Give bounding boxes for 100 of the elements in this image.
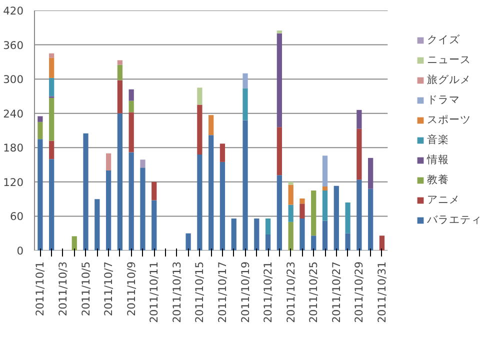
x-tick-label: 2011/10/11 [148,261,161,323]
legend-label: クイズ [427,33,460,47]
legend-label: ニュース [427,53,471,67]
bar [356,128,362,180]
bar [368,158,374,189]
bar [288,184,294,205]
bar [322,186,328,190]
bar [276,175,282,250]
y-tick-label: 300 [3,73,24,86]
bar [300,204,305,218]
bar [322,190,328,221]
y-tick-label: 0 [16,244,24,258]
bar [49,140,54,160]
bar [106,153,112,170]
x-tick-label: 2011/10/1 [34,262,47,316]
bar [38,122,43,140]
legend-label: 旅グルメ [427,73,471,87]
legend-label: 音楽 [427,133,449,147]
x-tick-label: 2011/10/19 [238,261,252,323]
bar [117,60,123,65]
bar [152,182,157,200]
bar [276,30,282,34]
legend-label: ドラマ [427,93,460,107]
bar [197,154,202,250]
bar [186,233,191,250]
y-tick-label: 60 [10,210,24,224]
bar [242,88,248,120]
bar [140,160,146,168]
bar [379,236,385,250]
bar [254,218,260,250]
bar [334,186,339,250]
x-tick-label: 2011/10/3 [56,262,70,316]
x-tick-label: 2011/10/27 [330,261,343,323]
bar [49,58,54,78]
bar [288,222,294,250]
bar [128,152,134,250]
bar [300,218,305,250]
bar [94,199,100,250]
legend-label: スポーツ [427,113,471,127]
bar [140,168,146,250]
bar [38,116,43,122]
x-tick-label: 2011/10/7 [102,262,116,316]
legend-label: アニメ [427,193,460,207]
bar [345,233,350,250]
bar [276,127,282,176]
bar [242,120,248,250]
bar [49,159,54,250]
bar [197,104,202,154]
bar [311,190,316,236]
bar [288,182,294,185]
bar [311,236,316,250]
bar [128,112,134,152]
bar [368,188,374,250]
bar [49,98,54,141]
y-tick-label: 240 [3,107,24,120]
bar [117,113,123,250]
bar [322,220,328,250]
x-tick-label: 2011/10/15 [193,261,206,323]
bar [288,204,294,222]
bar [49,78,54,96]
bar [220,162,226,250]
x-tick-label: 2011/10/31 [375,261,388,323]
bar [128,89,134,101]
x-tick-label: 2011/10/17 [216,261,229,323]
y-tick-label: 420 [3,4,24,18]
bar [38,139,43,250]
bar [322,156,328,186]
bar [83,133,88,250]
y-tick-label: 180 [3,142,24,155]
bar [231,218,236,250]
bar [152,200,157,250]
bar [197,88,202,105]
x-tick-label: 2011/10/5 [79,262,92,316]
y-tick-label: 120 [3,176,24,189]
bar [49,53,54,58]
bar [72,236,77,250]
bar [265,234,271,250]
bar [117,64,123,80]
x-tick-label: 2011/10/25 [307,261,320,323]
bar [356,180,362,250]
bar [276,33,282,128]
bar [220,144,226,162]
legend-label: 情報 [427,153,449,167]
legend-label: バラエティ [427,213,482,227]
bar [208,135,214,250]
bar [117,80,123,114]
x-tick-label: 2011/10/21 [262,261,275,323]
x-tick-label: 2011/10/13 [170,261,184,323]
bar [345,202,350,234]
x-tick-label: 2011/10/23 [284,261,298,323]
bar [208,115,214,136]
bar [106,170,112,250]
bar [356,110,362,129]
bar [265,218,271,234]
bar [300,198,305,204]
x-tick-label: 2011/10/29 [352,261,366,323]
y-tick-label: 360 [3,38,24,52]
legend-label: 教養 [427,173,449,187]
bar [242,73,248,88]
bar [128,100,134,112]
